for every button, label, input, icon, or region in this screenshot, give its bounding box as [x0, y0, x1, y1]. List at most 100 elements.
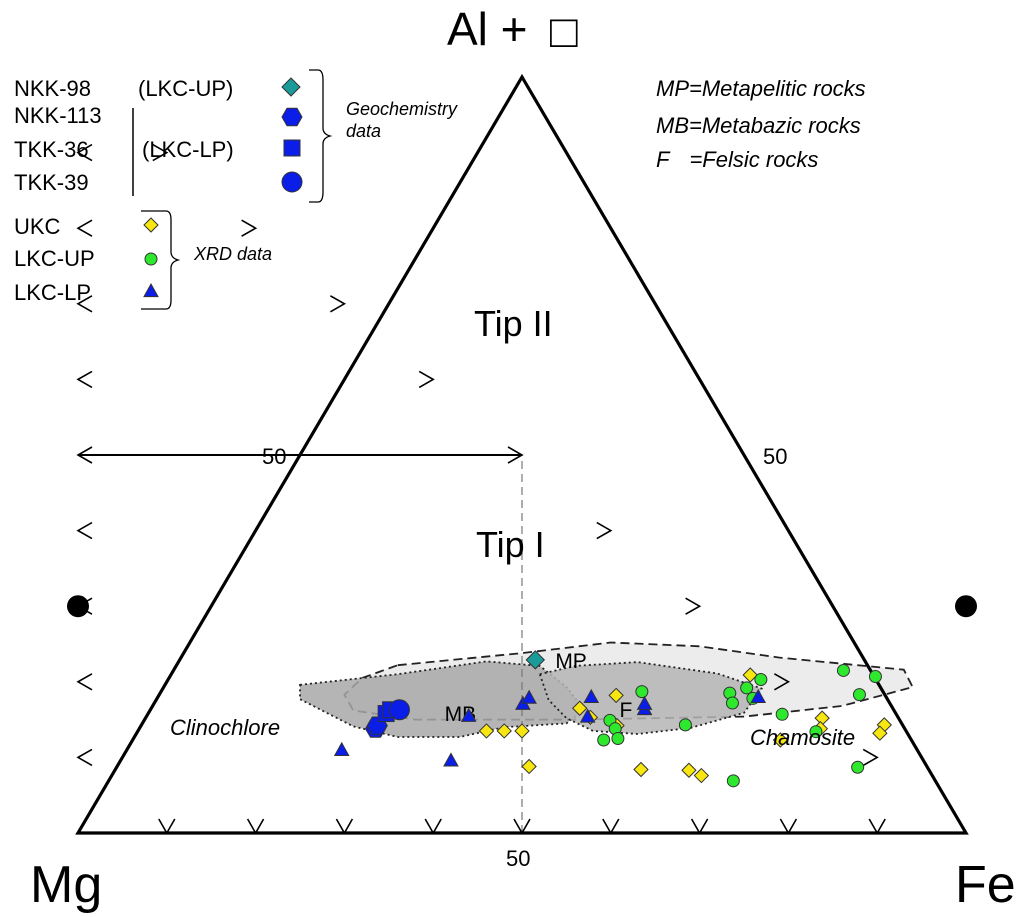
point-ukc: [681, 762, 697, 778]
point-ukc: [742, 667, 758, 683]
point-ukc: [521, 758, 537, 775]
tick-left: [76, 521, 93, 540]
point-lkc-up: [678, 718, 692, 732]
point-lkc-lp: [750, 688, 767, 704]
legend-marker-hexagon: [281, 107, 303, 127]
point-lkc-up: [809, 725, 823, 739]
legend-lkc-lp-label: (LKC-LP): [142, 137, 234, 162]
abbrev-f: F =Felsic rocks: [656, 147, 818, 172]
abbrev-mb: MB=Metabazic rocks: [656, 113, 861, 138]
point-ukc: [608, 687, 624, 704]
legend-row-tkk-36: TKK-36: [14, 137, 89, 162]
end-member-chamosite: [955, 595, 977, 618]
point-lkc-up: [725, 696, 739, 710]
region-label-f: F: [619, 699, 632, 722]
tick-right: [862, 748, 879, 767]
point-lkc-up: [635, 685, 649, 699]
tick-right: [241, 219, 258, 237]
point-lkc-up: [836, 663, 850, 677]
point-ukc: [496, 723, 512, 739]
tick-bottom: [690, 818, 709, 835]
tick-left: [76, 673, 93, 691]
tick-label-right-50: 50: [763, 444, 787, 469]
vertex-label-fe: Fe: [955, 856, 1016, 914]
legend-row-lkc-lp: LKC-LP: [14, 280, 91, 305]
end-member-clinochlore: [67, 595, 89, 618]
point-tkk-39-lkc-lp: [388, 699, 410, 721]
point-lkc-up: [611, 732, 625, 745]
tick-left: [76, 143, 93, 162]
legend-geochem-brace: [309, 69, 333, 203]
point-lkc-lp: [583, 688, 600, 704]
point-lkc-up: [852, 688, 866, 702]
point-lkc-up: [851, 760, 865, 774]
legend-marker-square: [283, 139, 301, 157]
legend-xrd-bracket: XRD data: [193, 244, 272, 264]
legend-xrd-brace: [141, 210, 181, 310]
tick-left: [76, 219, 93, 237]
point-lkc-up: [775, 707, 789, 721]
tick-right: [330, 295, 347, 313]
legend-geochem-bracket-line1: Geochemistry: [346, 99, 458, 119]
abbreviation-key: MP=Metapelitic rocks MB=Metabazic rocks …: [656, 76, 866, 172]
legend-marker-diamond: [281, 77, 301, 97]
field-label-tip-ii: Tip II: [474, 303, 553, 344]
vertex-label-top: Al + □: [447, 3, 578, 57]
tick-right: [152, 143, 169, 162]
tick-bottom: [158, 818, 176, 835]
vacancy-box-icon: □: [550, 5, 578, 57]
tick-bottom: [602, 818, 620, 835]
point-lkc-up: [726, 774, 740, 788]
vertex-label-mg: Mg: [30, 856, 102, 914]
point-lkc-up: [754, 673, 768, 687]
tick-left: [76, 370, 93, 389]
data-points: [333, 650, 893, 788]
field-label-tip-i: Tip I: [476, 524, 545, 565]
legend-marker-circle: [281, 171, 303, 193]
point-ukc: [693, 767, 710, 784]
legend-marker-triangle: [143, 282, 159, 298]
legend-marker-diamond: [143, 217, 159, 233]
tick-label-left-50: 50: [262, 444, 286, 469]
tick-right: [685, 597, 702, 615]
tick-bottom: [779, 818, 798, 835]
region-label-mp: MP: [555, 650, 587, 673]
legend-row-tkk-39: TKK-39: [14, 170, 89, 195]
point-ukc: [514, 723, 530, 739]
point-ukc: [478, 723, 495, 739]
region-mb: [299, 660, 586, 738]
clinochlore-label: Clinochlore: [170, 715, 280, 740]
end-member-markers: [67, 595, 977, 618]
tick-bottom: [868, 818, 886, 835]
tick-bottom: [424, 818, 442, 835]
legend-row-ukc: UKC: [14, 214, 61, 239]
point-lkc-up: [868, 670, 882, 684]
point-lkc-lp: [579, 708, 596, 723]
point-lkc-lp: [460, 707, 477, 722]
point-lkc-lp: [521, 689, 537, 704]
point-ukc: [772, 732, 789, 748]
point-ukc: [872, 725, 888, 741]
tick-bottom: [246, 818, 265, 835]
legend-lkc-up-label: (LKC-UP): [138, 76, 233, 101]
point-lkc-lp: [333, 741, 350, 756]
vertex-label-al: Al +: [447, 3, 528, 55]
point-ukc: [633, 761, 649, 778]
point-lkc-up: [597, 733, 611, 747]
tick-right: [418, 370, 435, 389]
point-lkc-lp: [636, 695, 653, 710]
tick-bottom: [335, 818, 354, 835]
legend-marker-circle: [144, 252, 158, 266]
chamosite-label: Chamosite: [750, 725, 855, 750]
legend-markers: [143, 77, 303, 298]
point-lkc-up: [740, 681, 754, 695]
tick-right: [774, 673, 791, 691]
point-ukc: [572, 700, 588, 716]
abbrev-mp: MP=Metapelitic rocks: [656, 76, 866, 101]
legend: NKK-98 (LKC-UP) NKK-113 TKK-36 (LKC-LP) …: [14, 69, 458, 310]
legend-row-nkk-113: NKK-113: [14, 103, 102, 128]
tick-left: [76, 748, 93, 767]
legend-row-lkc-up: LKC-UP: [14, 246, 95, 271]
tick-label-bottom-50: 50: [506, 846, 530, 871]
